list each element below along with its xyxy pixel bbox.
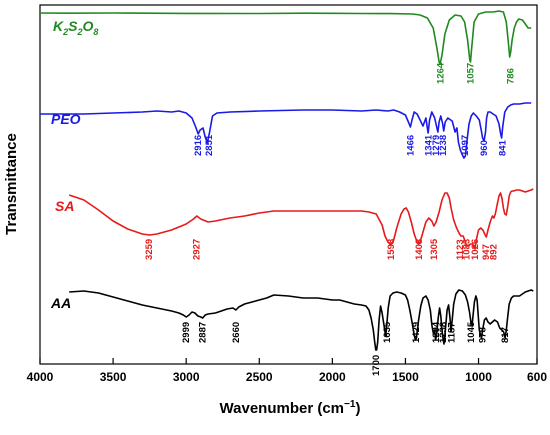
series-line (69, 289, 534, 351)
peak-label: 1083 (461, 239, 472, 260)
peak-label: 1598 (386, 239, 397, 260)
x-tick-label: 600 (527, 370, 547, 384)
peak-label: 1294 (431, 321, 442, 343)
plot-frame (39, 4, 538, 365)
peak-label: 2887 (197, 322, 208, 343)
series-label: K2S2O8 (53, 18, 98, 37)
peak-label: 1466 (405, 135, 416, 156)
peak-label: 1097 (460, 135, 471, 156)
peak-label: 892 (489, 244, 500, 260)
x-tick-label: 2000 (319, 370, 346, 384)
peak-label: 1238 (438, 135, 449, 156)
peak-label: 1187 (446, 322, 457, 343)
peak-label: 2916 (193, 135, 204, 156)
x-axis-title-main: Wavenumber (cm (220, 400, 344, 417)
x-axis-title-sup: −1 (344, 399, 356, 410)
x-tick-label: 1500 (392, 370, 419, 384)
series-line (39, 10, 532, 65)
series-line (40, 102, 532, 159)
peak-label: 1341 (424, 134, 435, 156)
x-axis-title-close: ) (355, 400, 360, 417)
x-tick-label: 3500 (100, 370, 127, 384)
peak-label: 1026 (470, 239, 481, 260)
x-tick-label: 1000 (465, 370, 492, 384)
series-line (68, 188, 534, 250)
peak-label: 1045 (466, 321, 477, 343)
peak-label: 1238 (438, 322, 449, 343)
series-label: AA (50, 295, 71, 311)
peak-label: 1123 (455, 239, 466, 260)
peak-label: 2999 (181, 322, 192, 343)
x-axis-title: Wavenumber (cm−1) (220, 399, 361, 417)
peak-label: 1264 (435, 62, 446, 84)
series-label-part: 8 (93, 27, 98, 37)
y-axis-title: Transmittance (3, 133, 20, 235)
peak-label: 2851 (204, 134, 215, 156)
peak-label: 1408 (414, 239, 425, 260)
peak-label: 1057 (466, 63, 477, 84)
peak-label: 1305 (429, 238, 440, 260)
series-label-part: K (53, 18, 64, 34)
series-label: SA (55, 198, 74, 214)
series-label-part: S (68, 18, 78, 34)
series-label-part: 2 (76, 27, 82, 37)
x-tick-label: 4000 (27, 370, 54, 384)
peak-label: 978 (478, 327, 489, 343)
peak-label: 960 (479, 140, 490, 156)
peak-label: 947 (481, 244, 492, 260)
peak-label: 1279 (431, 135, 442, 156)
series-label-part: 2 (62, 27, 68, 37)
peak-label: 841 (498, 139, 509, 156)
peak-label: 2927 (192, 239, 203, 260)
peak-label: 786 (505, 68, 516, 84)
peak-label: 3259 (144, 239, 155, 260)
series-label: PEO (51, 111, 81, 127)
x-axis-ticks: 4000 3500 3000 2500 2000 1500 1000 600 (27, 358, 547, 384)
peak-label: 1429 (411, 322, 422, 343)
peak-label: 1700 (371, 355, 382, 376)
x-tick-label: 3000 (173, 370, 200, 384)
x-tick-label: 2500 (246, 370, 273, 384)
peak-label: 1635 (382, 321, 393, 343)
peak-label: 2660 (231, 322, 242, 343)
series-label-part: O (83, 18, 94, 34)
peak-label: 817 (500, 327, 511, 343)
